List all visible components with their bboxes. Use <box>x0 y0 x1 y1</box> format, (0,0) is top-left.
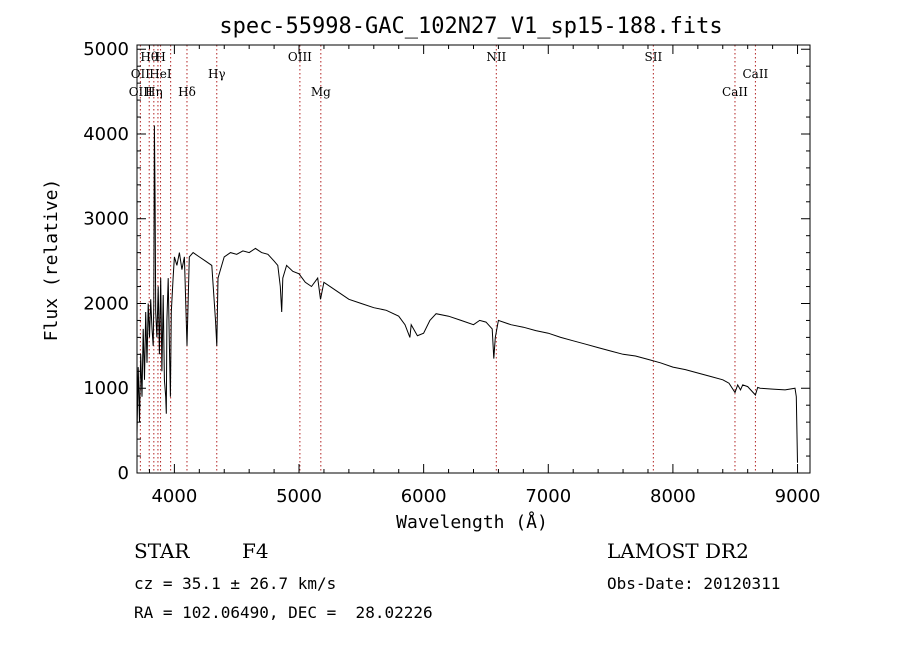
emission-line-label: NII <box>486 50 506 64</box>
emission-line-label: CaII <box>742 67 768 81</box>
x-axis-ticks: 4000 5000 6000 7000 8000 9000 <box>148 45 821 507</box>
emission-line-label: OII <box>131 67 151 81</box>
sky-coordinates: RA = 102.06490, DEC = 28.02226 <box>134 603 433 622</box>
emission-line-label: Hδ <box>178 85 196 99</box>
y-axis-ticks: 0 1000 2000 3000 4000 5000 <box>83 39 810 484</box>
y-tick-label: 1000 <box>83 378 129 399</box>
object-class: STAR <box>134 539 190 563</box>
emission-line-label: OIII <box>288 50 312 64</box>
redshift-velocity: cz = 35.1 ± 26.7 km/s <box>134 574 337 593</box>
emission-line-label: Hθ <box>140 50 158 64</box>
emission-line-label: OIII <box>129 85 153 99</box>
emission-line-label: Mg <box>311 85 331 99</box>
emission-line-label: H <box>155 50 165 64</box>
x-tick-label: 5000 <box>276 486 322 507</box>
y-axis-label: Flux (relative) <box>41 179 62 342</box>
emission-line-label: Hγ <box>208 67 226 81</box>
emission-line-label: Hη <box>145 85 163 99</box>
y-tick-label: 5000 <box>83 39 129 60</box>
x-tick-label: 4000 <box>151 486 197 507</box>
emission-line-markers <box>139 45 756 473</box>
x-axis-label: Wavelength (Å) <box>396 511 548 533</box>
plot-frame <box>136 44 811 474</box>
y-tick-label: 4000 <box>83 124 129 145</box>
y-tick-label: 2000 <box>83 293 129 314</box>
survey-name: LAMOST DR2 <box>607 539 749 563</box>
emission-line-label: CaII <box>722 85 748 99</box>
y-tick-label: 3000 <box>83 209 129 230</box>
x-tick-label: 8000 <box>650 486 696 507</box>
emission-line-label: SII <box>644 50 662 64</box>
chart-title: spec-55998-GAC_102N27_V1_sp15-188.fits <box>219 14 722 39</box>
x-tick-label: 9000 <box>775 486 821 507</box>
object-subclass: F4 <box>242 539 269 563</box>
observation-date: Obs-Date: 20120311 <box>607 574 781 593</box>
x-tick-label: 7000 <box>525 486 571 507</box>
y-tick-label: 0 <box>118 463 129 484</box>
x-tick-label: 6000 <box>401 486 447 507</box>
spectrum-line <box>136 125 798 463</box>
emission-line-label: HeI <box>149 67 172 81</box>
